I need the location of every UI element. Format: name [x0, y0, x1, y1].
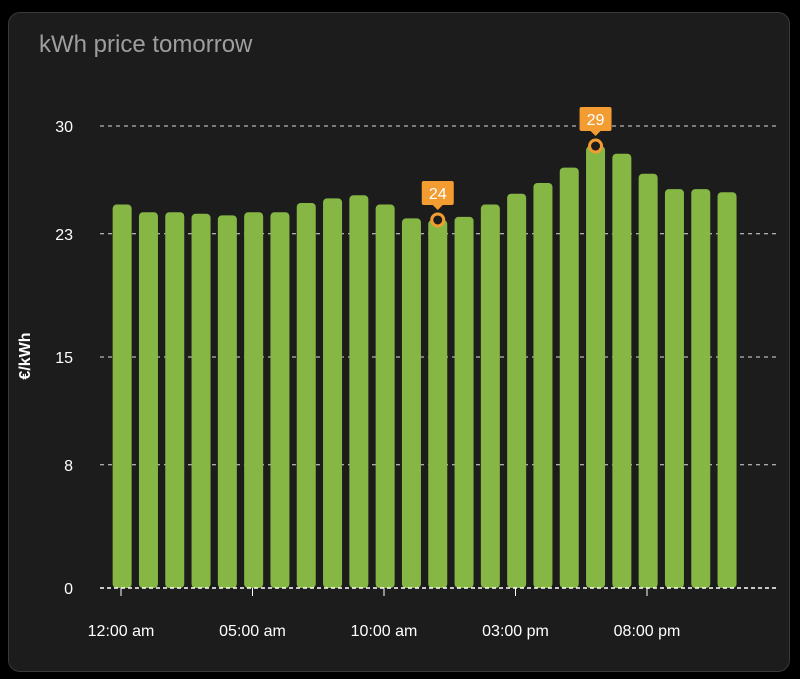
y-tick-label: 30	[55, 119, 73, 136]
bar	[244, 212, 264, 589]
bar	[480, 204, 500, 589]
annotation-marker	[430, 212, 446, 228]
y-tick-label: 23	[55, 227, 73, 244]
bar	[612, 153, 632, 588]
y-tick-label: 8	[64, 458, 73, 475]
bar	[717, 192, 737, 588]
annotation-pointer	[590, 131, 601, 137]
x-tick-label: 05:00 am	[219, 623, 286, 640]
bar	[323, 198, 343, 588]
y-axis-label: €/kWh	[17, 332, 34, 379]
bar	[691, 189, 711, 588]
bar	[664, 189, 684, 588]
bar	[638, 173, 658, 589]
x-tick-label: 03:00 pm	[482, 623, 549, 640]
bar	[138, 212, 158, 589]
x-tick-label: 12:00 am	[88, 623, 155, 640]
annotation-box	[421, 180, 454, 205]
x-tick-label: 10:00 am	[351, 623, 418, 640]
bar	[559, 167, 579, 588]
annotation-box	[579, 107, 612, 132]
bar	[165, 212, 185, 589]
bar	[375, 204, 395, 589]
bar	[533, 182, 553, 589]
bar	[428, 219, 448, 588]
annotation-pointer	[432, 204, 443, 210]
x-tick-label: 08:00 pm	[614, 623, 681, 640]
bar	[507, 193, 527, 588]
bar	[217, 215, 237, 588]
bar	[296, 203, 316, 588]
y-tick-label: 15	[55, 350, 73, 367]
bar	[349, 195, 369, 589]
card-title: kWh price tomorrow	[39, 31, 253, 58]
y-tick-label: 0	[64, 581, 73, 598]
bar	[454, 216, 474, 589]
chart-card: kWh price tomorrow	[8, 12, 790, 672]
bar	[586, 146, 606, 588]
bar	[401, 218, 421, 588]
annotation-marker	[588, 138, 604, 154]
bar	[191, 213, 211, 588]
bar	[270, 212, 290, 589]
annotation-label: 24	[429, 186, 447, 203]
annotation-label: 29	[587, 112, 605, 129]
bar	[112, 204, 132, 589]
